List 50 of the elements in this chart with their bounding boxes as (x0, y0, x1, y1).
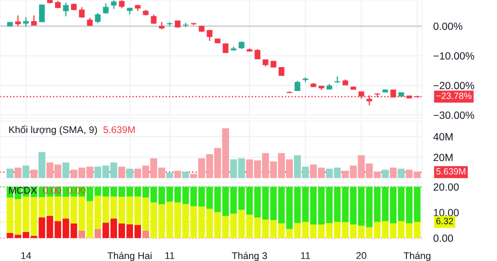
y-tick-label: 20M (434, 154, 453, 162)
bar (30, 170, 38, 178)
bar (6, 168, 14, 178)
x-tick-label: 11 (301, 252, 310, 259)
bar (182, 172, 190, 178)
x-tick-label: Tháng 3 (232, 252, 267, 261)
x-tick-label: 11 (165, 252, 174, 259)
candlestick (31, 14, 37, 26)
candlestick (79, 6, 85, 18)
bar (166, 172, 174, 178)
bar (390, 168, 397, 178)
chart-title: Khối lượng (SMA, 9) (9, 126, 97, 136)
candlestick (23, 16, 29, 28)
y-tick-label: 40M (433, 133, 453, 140)
bar (78, 230, 86, 238)
ref-line-label: −23.78% (436, 92, 472, 100)
y-tick-label: −20.00% (434, 82, 474, 90)
bar (94, 229, 102, 238)
candlestick (254, 48, 260, 60)
candlestick (39, 4, 45, 22)
bar (126, 168, 134, 178)
y-tick-label: 20.00 (434, 183, 459, 191)
candlestick (294, 80, 300, 92)
bar (38, 152, 46, 178)
candlestick (222, 43, 228, 54)
bar (14, 168, 22, 178)
bar (62, 162, 70, 178)
annotation: 5.639M (103, 126, 135, 134)
y-tick-label: −30.00% (434, 112, 474, 119)
y-tick-label: 0.00 (434, 234, 453, 242)
candlestick (94, 12, 101, 24)
ref-line-label: 6.32 (436, 218, 454, 224)
y-tick-label: −10.00% (434, 52, 474, 60)
x-tick-label: Tháng (404, 252, 430, 261)
candlestick (206, 30, 212, 42)
candlestick (15, 14, 21, 27)
x-tick-label: 14 (21, 252, 32, 259)
bar (22, 166, 30, 178)
candlestick (150, 14, 157, 25)
x-tick-label: 20 (356, 252, 366, 260)
ref-line-label: 5.639M (436, 168, 466, 175)
y-tick-label: 10.00 (434, 208, 459, 216)
bar (398, 168, 405, 178)
y-tick-label: 0.00% (434, 22, 462, 30)
bar (382, 170, 389, 178)
bar (174, 170, 182, 178)
bar (142, 230, 149, 238)
x-tick-label: Tháng Hai (108, 252, 152, 261)
bar (118, 166, 126, 178)
candlestick (63, 2, 69, 17)
